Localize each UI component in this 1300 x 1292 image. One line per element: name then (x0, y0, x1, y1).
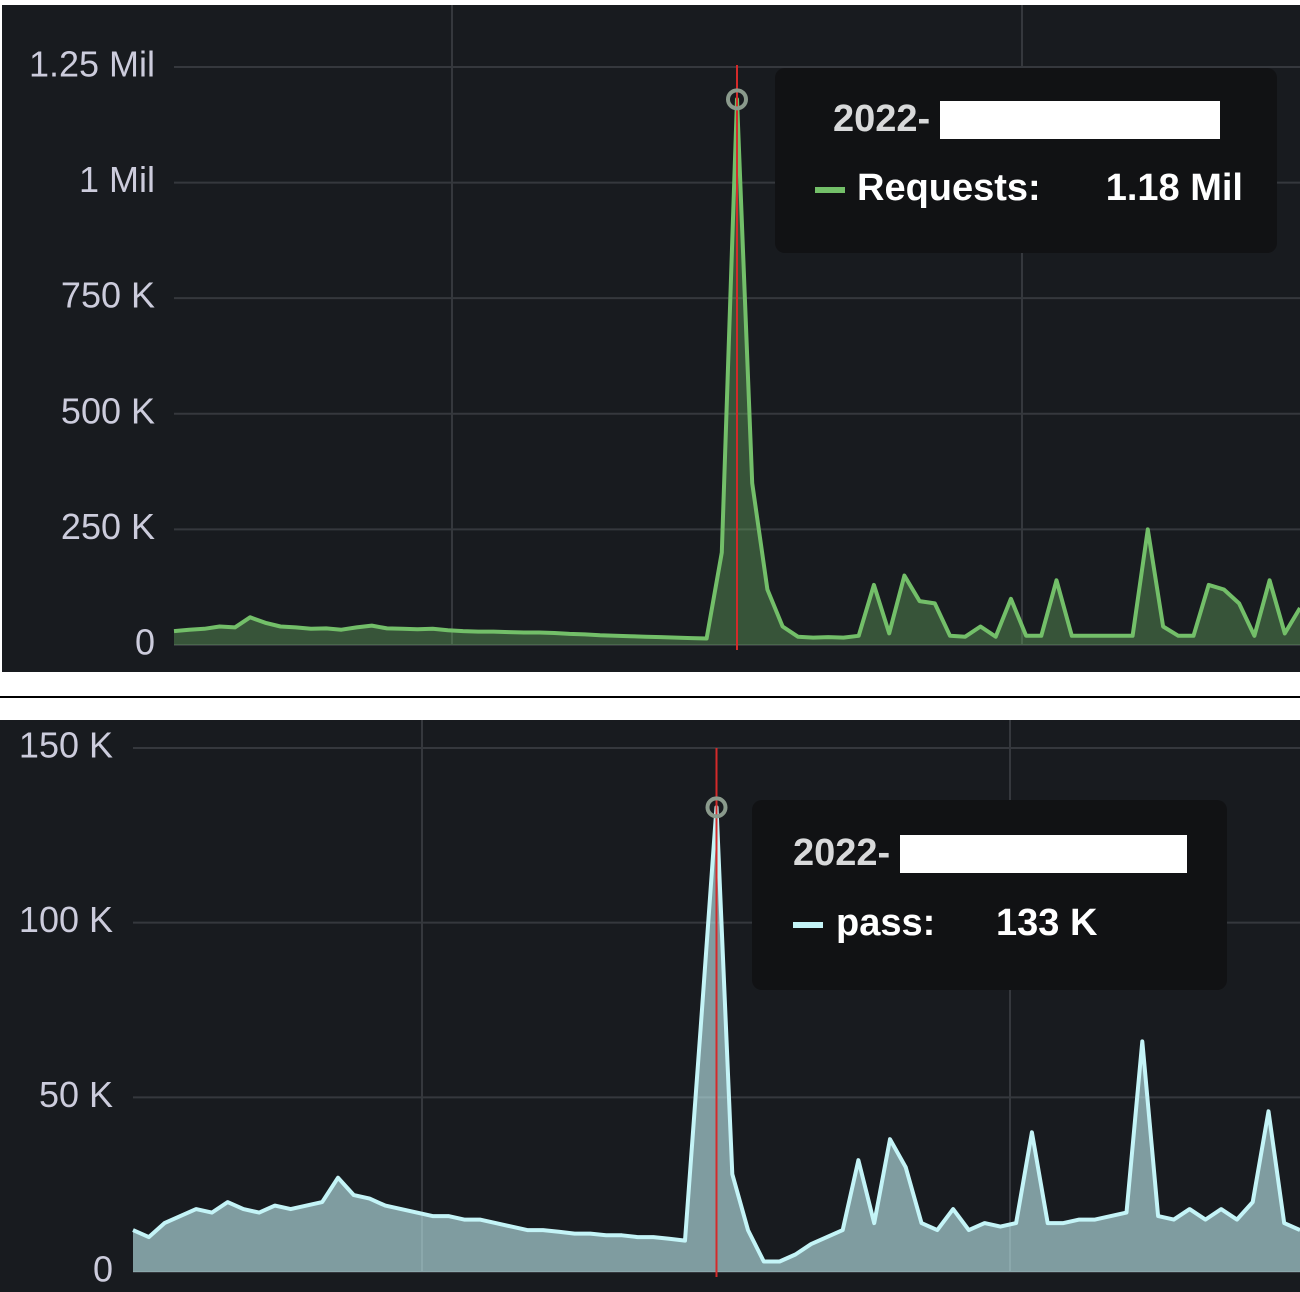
y-tick-label: 250 K (61, 506, 155, 547)
tooltip (752, 800, 1227, 990)
tooltip-time: 2022- (793, 832, 890, 874)
y-tick-label: 50 K (39, 1074, 113, 1115)
tooltip-label: pass: (836, 902, 935, 944)
tooltip-value: 133 K (996, 902, 1098, 944)
y-tick-label: 500 K (61, 390, 155, 431)
hover-point (705, 796, 728, 819)
y-tick-label: 1 Mil (79, 159, 155, 200)
redaction (900, 835, 1187, 873)
y-tick-label: 0 (135, 622, 155, 663)
tooltip-label: Requests: (857, 167, 1041, 209)
y-tick-label: 1.25 Mil (29, 43, 155, 84)
tooltip (775, 68, 1277, 253)
y-tick-label: 150 K (19, 724, 113, 765)
tooltip-value: 1.18 Mil (1106, 167, 1243, 209)
redaction (940, 101, 1220, 139)
tooltip-time: 2022- (833, 98, 930, 140)
hover-point (726, 88, 748, 111)
y-tick-label: 750 K (61, 275, 155, 316)
y-tick-label: 100 K (19, 899, 113, 940)
y-tick-label: 0 (93, 1249, 113, 1290)
